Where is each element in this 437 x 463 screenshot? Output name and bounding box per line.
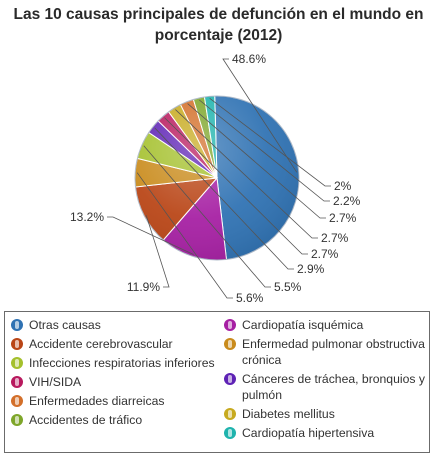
legend-label: Cardiopatía isquémica [242,318,364,332]
legend-swatch-icon [224,373,236,385]
pie-value-label: 2.7% [311,247,339,261]
legend-label: Cánceres de tráchea, bronquios y pulmón [242,372,425,402]
pie-leader-line [143,145,271,288]
pie-leader-line [107,216,194,255]
chart-title-line-2: porcentaje (2012) [154,27,283,44]
legend-swatch-icon [224,427,236,439]
pie-value-label: 5.6% [236,291,264,305]
legend-item: Cardiopatía isquémica [224,317,428,333]
legend-label: Infecciones respiratorias inferiores [29,356,215,370]
legend-swatch-icon [11,376,23,388]
legend-swatch-icon [11,357,23,369]
pie-chart: 48.6%13.2%11.9%5.6%5.5%2.9%2.7%2.7%2.7%2… [70,52,361,305]
pie-gloss [134,95,300,261]
pie-leader-line [199,99,330,202]
pie-labels: 48.6%13.2%11.9%5.6%5.5%2.9%2.7%2.7%2.7%2… [70,52,361,305]
pie-value-label: 48.6% [232,52,266,66]
pie-leader-line [164,117,308,255]
chart-title: Las 10 causas principales de defunción e… [0,4,437,46]
pie-value-label: 2.7% [321,231,349,245]
pie-leader-line [136,172,233,299]
pie-leader-line [154,127,294,270]
legend-swatch-icon [224,319,236,331]
pie-leader-line [209,97,331,187]
legend-label: Accidentes de tráfico [29,413,143,427]
legend-swatch-icon [11,319,23,331]
legend-item: Otras causas [11,317,216,333]
pie-value-label: 5.5% [274,280,302,294]
legend-swatch-icon [11,414,23,426]
legend-swatch-icon [224,408,236,420]
legend-swatch-icon [11,338,23,350]
legend-label: Enfermedad pulmonar obstructiva crónica [242,337,425,367]
legend-item: Diabetes mellitus [224,406,428,422]
pie-leader-line [187,103,326,219]
chart-title-line-1: Las 10 causas principales de defunción e… [13,6,424,23]
chart-legend: Otras causas Accidente cerebrovascular Inf… [4,311,430,453]
legend-item: Accidente cerebrovascular [11,336,216,352]
legend-item: Cánceres de tráchea, bronquios y pulmón [224,371,428,403]
legend-label: VIH/SIDA [29,375,82,389]
pie-leader-line [175,109,318,239]
legend-column-left: Otras causas Accidente cerebrovascular Inf… [11,317,216,428]
pie-leader-line [222,58,298,173]
legend-label: Enfermedades diarreicas [29,394,165,408]
pie-leader-line [145,215,170,288]
legend-label: Accidente cerebrovascular [29,337,173,351]
pie-value-label: 2.2% [333,194,361,208]
legend-swatch-icon [11,395,23,407]
legend-label: Otras causas [29,318,101,332]
legend-label: Diabetes mellitus [242,407,335,421]
legend-item: Cardiopatía hipertensiva [224,425,428,441]
pie-value-label: 2.9% [297,262,325,276]
legend-label: Cardiopatía hipertensiva [242,426,375,440]
legend-item: Infecciones respiratorias inferiores [11,355,216,371]
legend-column-right: Cardiopatía isquémica Enfermedad pulmonar… [224,317,428,441]
legend-item: VIH/SIDA [11,374,216,390]
legend-item: Enfermedades diarreicas [11,393,216,409]
legend-swatch-icon [224,338,236,350]
legend-item: Enfermedad pulmonar obstructiva crónica [224,336,428,368]
legend-item: Accidentes de tráfico [11,412,216,428]
pie-value-label: 11.9% [127,280,160,294]
pie-value-label: 13.2% [70,210,104,224]
pie-value-label: 2% [334,179,352,193]
pie-value-label: 2.7% [329,211,357,225]
